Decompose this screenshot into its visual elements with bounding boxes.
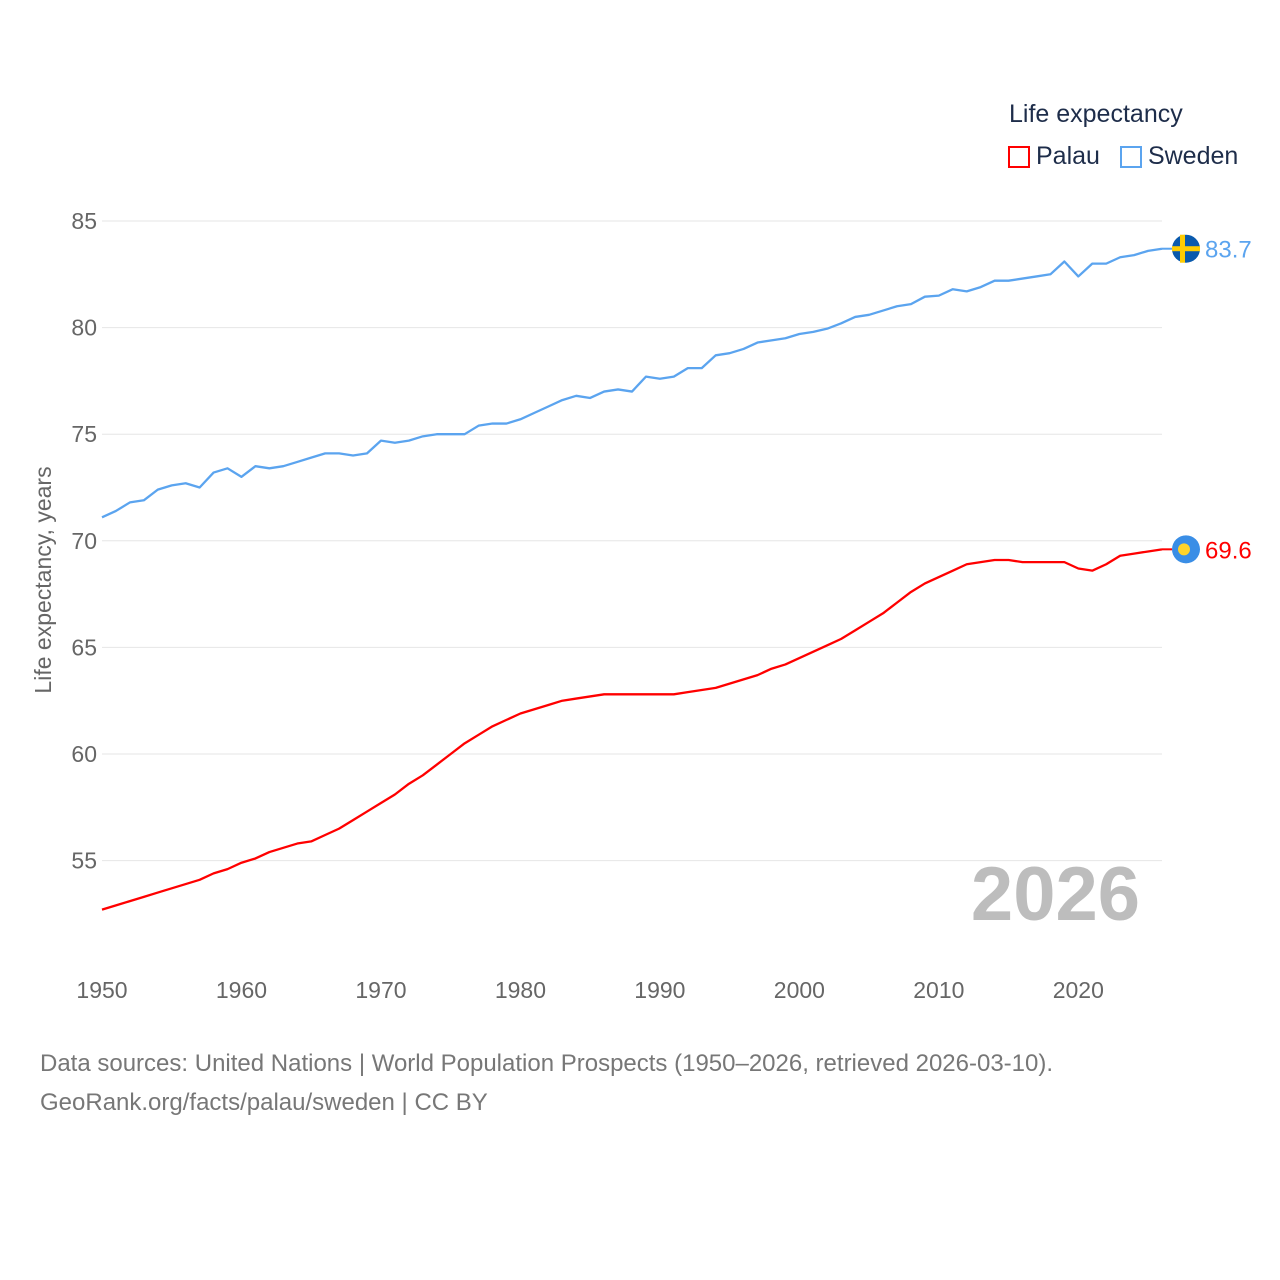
legend: Palau Sweden	[1008, 142, 1238, 171]
sweden-flag-icon	[1172, 234, 1200, 263]
legend-label-sweden: Sweden	[1147, 142, 1239, 170]
y-tick-label: 55	[71, 848, 97, 874]
y-tick-label: 60	[71, 741, 97, 767]
y-tick-label: 85	[71, 208, 97, 234]
end-value-label-palau: 69.6	[1205, 537, 1252, 564]
x-tick-label: 2010	[913, 977, 964, 1003]
series-line-palau	[101, 548, 1163, 911]
flag-moon	[1178, 543, 1190, 556]
legend-title: Life expectancy	[1009, 100, 1183, 128]
end-value-label-sweden: 83.7	[1205, 237, 1252, 264]
year-label: 2026	[971, 852, 1140, 937]
y-tick-label: 75	[71, 421, 97, 447]
y-axis-label: Life expectancy, years	[30, 466, 56, 693]
x-tick-label: 1990	[634, 977, 685, 1003]
y-tick-label: 80	[71, 315, 97, 341]
flag-cross-h	[1172, 246, 1200, 252]
x-tick-label: 1980	[495, 977, 546, 1003]
x-tick-label: 1950	[76, 977, 127, 1003]
legend-label-palau: Palau	[1036, 142, 1100, 170]
series-line-sweden	[101, 247, 1163, 519]
data-sources: Data sources: United Nations | World Pop…	[40, 1050, 1054, 1077]
sweden-swatch	[1119, 145, 1142, 168]
attribution-link[interactable]: GeoRank.org/facts/palau/sweden | CC BY	[40, 1089, 488, 1116]
y-tick-label: 65	[71, 634, 97, 660]
footer: Data sources: United Nations | World Pop…	[40, 1044, 1053, 1122]
legend-item-sweden[interactable]: Sweden	[1119, 142, 1239, 171]
x-tick-label: 1960	[216, 977, 267, 1003]
x-tick-label: 1970	[355, 977, 406, 1003]
x-tick-label: 2000	[774, 977, 825, 1003]
palau-swatch	[1008, 145, 1030, 168]
x-tick-label: 2020	[1053, 977, 1104, 1003]
y-tick-label: 70	[71, 528, 97, 554]
legend-item-palau[interactable]: Palau	[1008, 142, 1100, 171]
flag-cross-v	[1180, 234, 1185, 263]
palau-flag-icon	[1172, 535, 1200, 564]
